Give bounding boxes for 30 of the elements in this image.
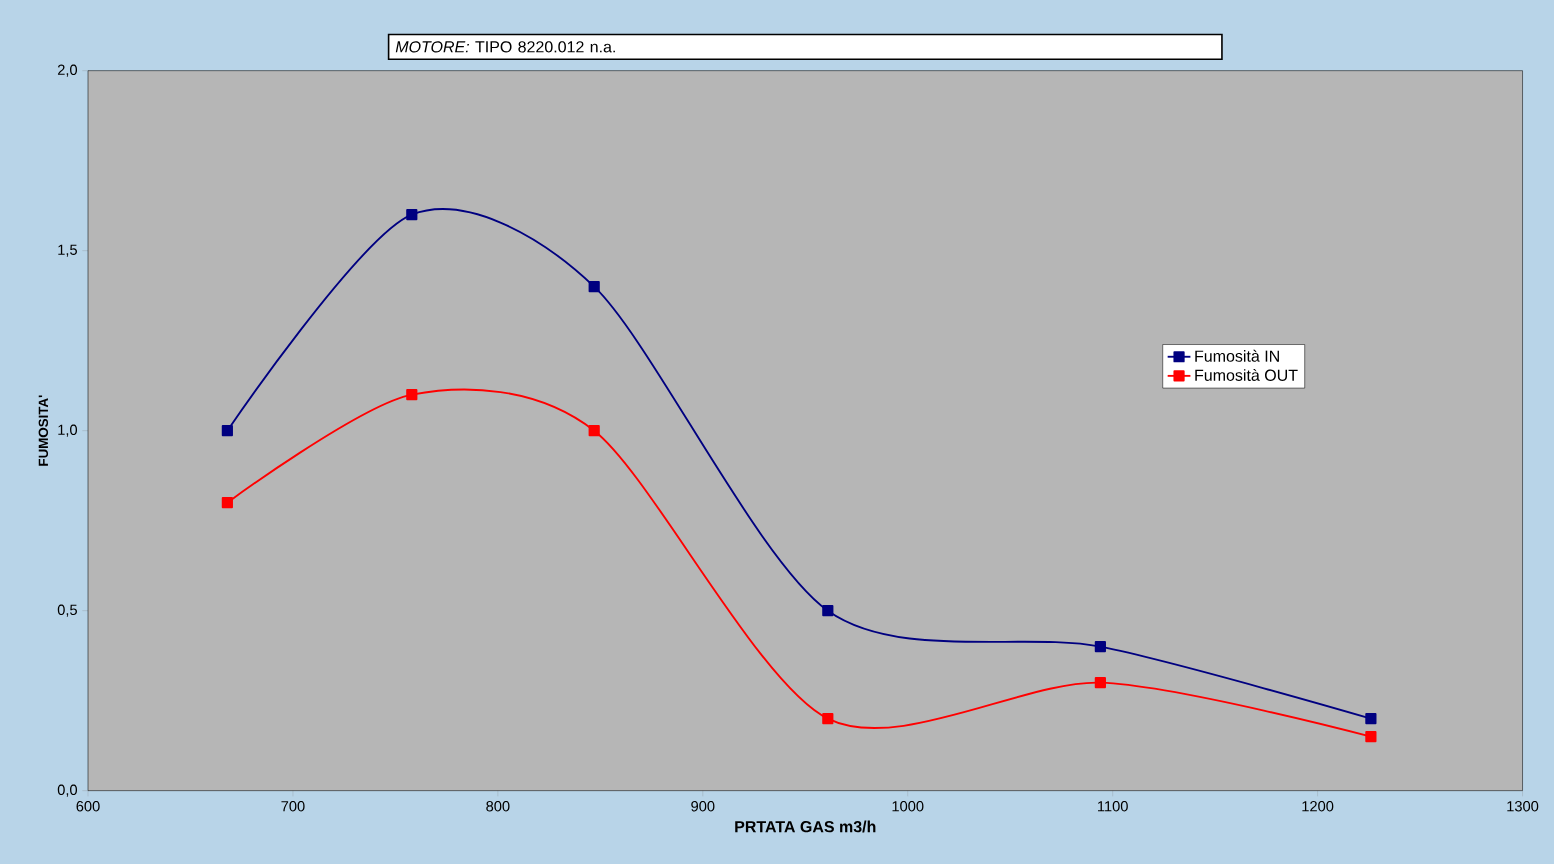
- point: [1365, 713, 1377, 725]
- legend-label: Fumosità OUT: [1195, 368, 1298, 381]
- x-tick-label: 800: [486, 801, 510, 812]
- point: [822, 605, 834, 617]
- point: [588, 281, 600, 293]
- point: [221, 497, 233, 509]
- x-tick-label: 1300: [1507, 801, 1539, 812]
- point: [822, 713, 834, 725]
- chart-title: MOTORE: TIPO 8220.012 n.a.: [395, 41, 615, 53]
- point: [1094, 677, 1106, 689]
- x-tick-label: 900: [691, 801, 715, 812]
- point: [588, 425, 600, 437]
- x-tick-label: 1100: [1098, 801, 1128, 812]
- point: [406, 209, 418, 221]
- y-tick-label: 0,5: [57, 604, 77, 617]
- x-tick-label: 1200: [1302, 801, 1334, 812]
- x-tick-label: 1000: [892, 801, 924, 812]
- x-tick-label: 700: [281, 801, 305, 812]
- y-tick-label: 1,0: [58, 424, 78, 437]
- y-axis-title: FUMOSITA': [38, 395, 49, 466]
- y-tick-label: 2,0: [57, 64, 78, 77]
- point: [1365, 731, 1377, 743]
- point: [221, 425, 233, 437]
- x-tick-label: 600: [76, 801, 100, 812]
- y-tick-label: 1,5: [58, 244, 77, 257]
- x-axis-title: PRTATA GAS m3/h: [735, 820, 876, 833]
- point: [406, 389, 418, 401]
- legend-label: Fumosità IN: [1195, 349, 1279, 362]
- y-tick-label: 0,0: [57, 784, 78, 797]
- point: [1094, 641, 1106, 653]
